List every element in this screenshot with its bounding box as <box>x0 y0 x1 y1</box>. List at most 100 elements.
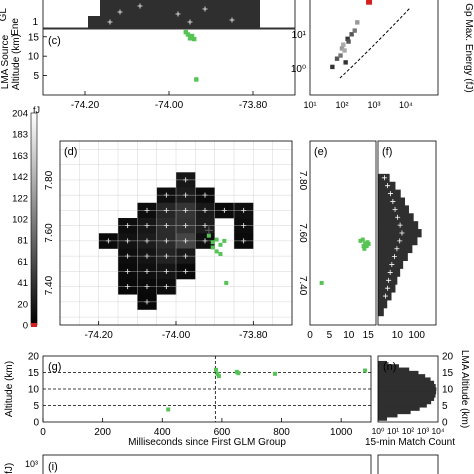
lma-point <box>214 249 219 254</box>
y-tick-label-right: 7.60 <box>297 223 308 243</box>
panel-c-ylabel-1: LMA Source <box>0 34 11 89</box>
x-tick-label: 1000 <box>330 427 353 438</box>
panel-h-tag: (h) <box>383 361 396 373</box>
colorbar-tick-label: 20 <box>17 299 28 310</box>
y-tick-label: 10 <box>28 385 40 396</box>
lma-point <box>236 371 241 376</box>
hist-bar <box>378 413 398 418</box>
y-tick-label: 5 <box>33 401 39 412</box>
panel-d-xticks: -74.20 -74.00 -73.80 <box>84 321 268 341</box>
y-tick-label: 10 <box>28 52 40 63</box>
x-tick-label: 0 <box>40 427 46 438</box>
panel-c-frame <box>42 28 296 96</box>
top-left-glm-fill <box>88 0 260 28</box>
x-tick-label: 400 <box>154 427 171 438</box>
panel-e-xticks: 0 5 10 15 <box>307 330 374 341</box>
x-tick-label: 10 <box>343 330 355 341</box>
panel-h-xticks: 10⁰ 10¹ 10² 10³ 10⁴ <box>372 426 445 436</box>
colorbar-tick-label: 142 <box>12 172 28 183</box>
colorbar-tick-label: 61 <box>17 257 28 268</box>
x-tick-label: -73.80 <box>239 100 268 111</box>
colorbar-ticks: 204 183 163 142 122 102 81 61 41 20 0 <box>12 109 28 332</box>
panel-e: (e) 0 5 10 15 <box>307 140 377 341</box>
energy-point <box>343 60 348 65</box>
colorbar-unit: fJ <box>33 105 40 115</box>
x-tick-label: 600 <box>214 427 231 438</box>
hist-bar <box>378 393 436 398</box>
lma-point <box>210 240 215 245</box>
panel-c-tag: (c) <box>48 35 61 47</box>
energy-point <box>334 56 340 61</box>
panel-g: (g) 20 15 10 5 0 0 200 400 600 800 1000 Altitude … <box>4 352 372 448</box>
panel-g-tag: (g) <box>48 361 61 373</box>
hist-bar <box>378 377 431 382</box>
hist-bar <box>378 384 436 388</box>
x-tick-label: 10¹ <box>303 100 316 110</box>
panel-i-tag: (i) <box>48 461 58 473</box>
x-tick-label: 100 <box>408 330 425 341</box>
y-tick-label: 0 <box>442 418 448 429</box>
lma-point <box>213 367 218 372</box>
lma-point <box>360 237 365 242</box>
cross-marker <box>397 222 403 228</box>
top-left-ytick: 1 <box>32 17 38 28</box>
cross-marker <box>202 6 208 12</box>
panel-f-xticks: 10 100 <box>392 330 426 341</box>
energy-point <box>352 28 357 33</box>
hist-bar <box>378 307 384 317</box>
lma-point <box>366 242 371 247</box>
y-tick-label: 15 <box>28 32 40 43</box>
lma-point <box>185 32 191 37</box>
y-tick-label: 7.80 <box>44 170 55 190</box>
lma-point <box>361 244 366 249</box>
panel-i-right-frame <box>377 454 439 474</box>
panel-i: (i) 10³ (fJ) <box>4 454 439 474</box>
x-tick-label: 5 <box>327 330 333 341</box>
panel-e-points <box>319 237 371 285</box>
panel-c-ylabel-2: Altitude (km) <box>11 34 22 90</box>
hist-bar <box>378 370 419 375</box>
panel-h-ylabel: LMA Altitude (km) <box>459 350 470 428</box>
x-tick-label: 10⁰ <box>372 426 385 436</box>
panel-h-yticks: 20 15 10 5 0 <box>442 352 454 429</box>
cross-marker <box>229 17 235 23</box>
cross-marker <box>388 191 394 197</box>
cross-marker <box>394 246 400 252</box>
hist-bar <box>378 407 420 411</box>
cross-marker <box>175 11 181 17</box>
energy-point <box>345 36 350 42</box>
lma-point <box>218 242 223 247</box>
panel-g-points <box>166 367 368 412</box>
cross-marker <box>137 3 143 9</box>
cross-marker <box>392 206 398 212</box>
x-tick-label: 10⁴ <box>399 100 413 110</box>
panel-c-yticks: 15 10 5 <box>28 32 47 82</box>
glm-block <box>88 16 100 28</box>
panel-top-right-points <box>330 0 373 70</box>
lma-point <box>194 77 199 82</box>
lma-point <box>218 252 223 257</box>
x-tick-label: 200 <box>94 427 111 438</box>
colorbar-tick-label: 0 <box>23 321 28 332</box>
panel-top-right-xticks: 10¹ 10² 10³ 10⁴ <box>303 100 413 110</box>
cross-marker <box>386 277 392 283</box>
first-group-marker <box>204 226 213 235</box>
cross-marker <box>117 9 123 15</box>
hist-bar <box>378 300 388 309</box>
x-tick-label: 10² <box>402 426 414 436</box>
x-tick-label: 10 <box>392 330 404 341</box>
energy-point <box>355 20 360 25</box>
top-left-panel: 1 GL Ene <box>0 0 296 36</box>
highlight-point <box>366 0 373 5</box>
colorbar-gradient <box>30 112 38 326</box>
energy-point <box>342 48 347 53</box>
colorbar: fJ 204 183 163 142 122 102 81 61 41 20 0 <box>12 105 40 332</box>
x-tick-label: -74.20 <box>84 330 113 341</box>
colorbar-tick-label: 41 <box>17 278 28 289</box>
x-tick-label: 10² <box>335 100 348 110</box>
x-tick-label: 10³ <box>417 426 429 436</box>
panel-g-xticks: 0 200 400 600 800 1000 <box>40 418 353 438</box>
fit-line <box>339 7 411 79</box>
hist-bar <box>378 390 437 395</box>
